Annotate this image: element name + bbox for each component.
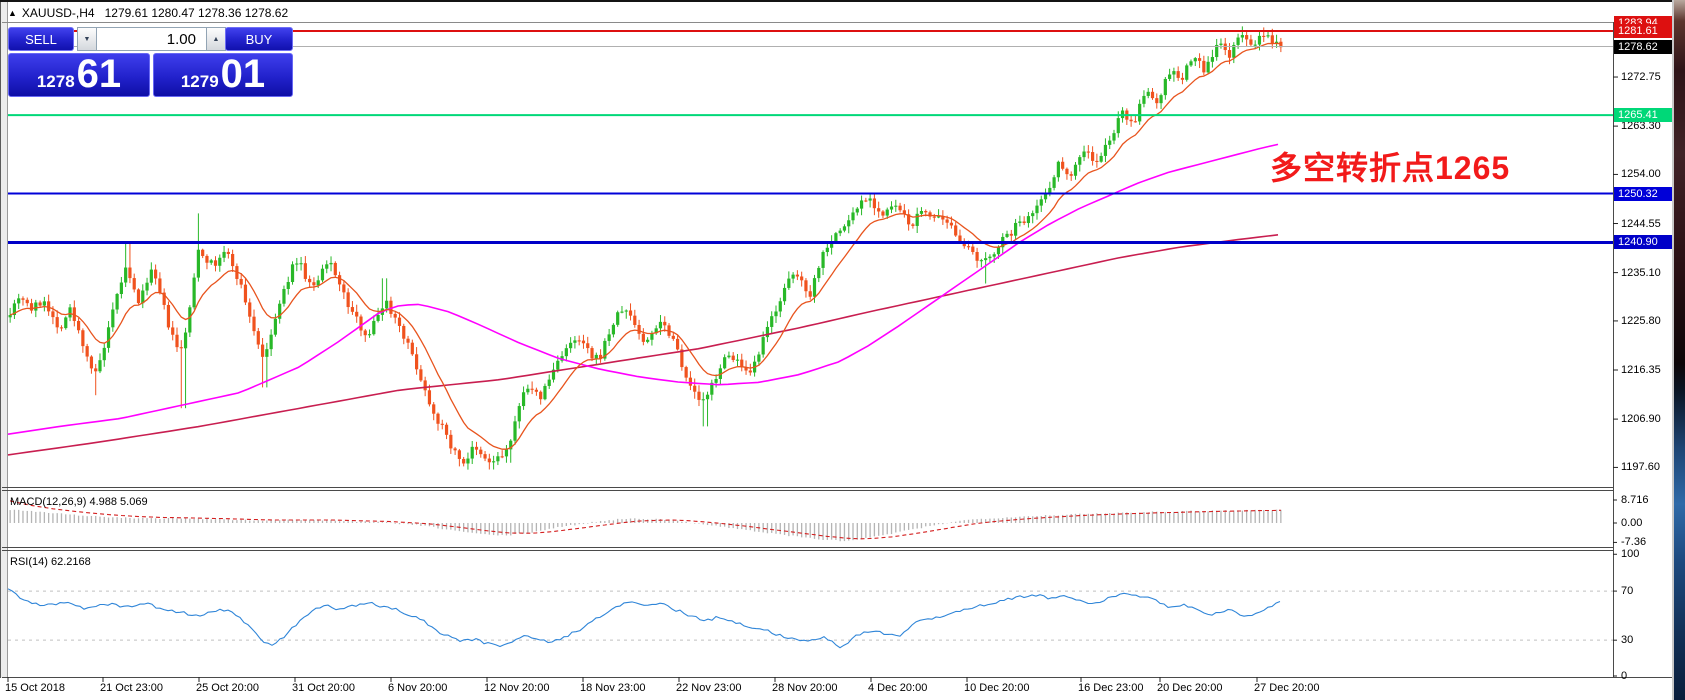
time-tick-label: 6 Nov 20:00 — [388, 682, 448, 694]
scrollbar-edge — [1672, 0, 1674, 700]
price-tick-label: 1206.90 — [1621, 413, 1661, 426]
window-left-border — [0, 2, 8, 678]
vertical-scrollbar[interactable] — [1674, 0, 1685, 700]
rsi-scale-label: 0 — [1621, 670, 1628, 682]
macd-indicator-label: MACD(12,26,9) 4.988 5.069 — [10, 496, 148, 508]
price-axis[interactable]: 1272.75 1263.30 1254.00 1244.55 1235.10 1225.… — [1614, 0, 1685, 700]
chart-text-annotation[interactable]: 多空转折点1265 — [1270, 150, 1511, 186]
buy-button[interactable]: BUY — [225, 27, 293, 51]
rsi-scale-label: 70 — [1621, 585, 1634, 598]
chart-frame — [2, 22, 1672, 682]
rsi-line — [7, 588, 1281, 649]
volume-decrease-button[interactable]: ▼ — [77, 27, 97, 51]
ohlc-values: 1279.61 1280.47 1278.36 1278.62 — [104, 6, 289, 20]
price-tick-label: 1225.80 — [1621, 314, 1661, 327]
time-tick-label: 12 Nov 20:00 — [484, 682, 550, 694]
price-tick-label: 1263.30 — [1621, 120, 1661, 133]
price-tick-label: 1197.60 — [1621, 461, 1660, 474]
price-tick-label: 1244.55 — [1621, 217, 1661, 230]
time-tick-label: 22 Nov 23:00 — [676, 682, 742, 694]
symbol-timeframe-label: XAUUSD-,H4 — [21, 6, 95, 20]
chevron-down-icon: ▼ — [83, 35, 91, 43]
ma-fast-line — [9, 42, 1281, 450]
bid-main-digits: 1278 — [36, 72, 75, 91]
chart-header: ▲ XAUUSD-,H4 1279.61 1280.47 1278.36 1278.… — [8, 6, 288, 20]
sell-button[interactable]: SELL — [8, 27, 74, 51]
macd-scale-label: 8.716 — [1621, 494, 1649, 506]
price-tick-label: 1235.10 — [1621, 266, 1661, 279]
volume-input[interactable] — [97, 27, 206, 51]
time-tick-label: 15 Oct 2018 — [5, 682, 65, 694]
price-tick-label: 1272.75 — [1621, 71, 1661, 84]
ask-main-digits: 1279 — [180, 72, 219, 91]
ma-mid-line — [7, 143, 1279, 435]
time-tick-label: 31 Oct 20:00 — [292, 682, 355, 694]
rsi-indicator-label: RSI(14) 62.2168 — [10, 556, 91, 568]
bid-pip-digits: 61 — [76, 53, 122, 96]
macd-signal-line — [9, 500, 1281, 540]
price-tick-label: 1216.35 — [1621, 364, 1661, 376]
time-tick-label: 21 Oct 23:00 — [100, 682, 163, 694]
one-click-trade-panel: SELL ▼ ▲ BUY 127861 127901 — [8, 27, 293, 97]
chevron-up-icon: ▲ — [212, 35, 220, 43]
time-tick-label: 16 Dec 23:00 — [1078, 682, 1144, 694]
price-marker-label: 1250.32 — [1614, 186, 1673, 201]
time-tick-label: 28 Nov 20:00 — [772, 682, 838, 694]
bid-price-box[interactable]: 127861 — [8, 53, 150, 97]
time-tick-label: 20 Dec 20:00 — [1157, 682, 1223, 694]
price-tick-label: 1254.00 — [1621, 168, 1661, 181]
time-tick-label: 4 Dec 20:00 — [868, 682, 928, 694]
ask-pip-digits: 01 — [220, 53, 266, 96]
price-marker-label: 1240.90 — [1614, 235, 1673, 250]
time-tick-label: 10 Dec 20:00 — [964, 682, 1030, 694]
price-marker-label: 1265.41 — [1614, 108, 1673, 123]
price-marker-label: 1281.61 — [1614, 24, 1673, 38]
macd-scale-label: -7.36 — [1621, 536, 1647, 549]
time-tick-label: 27 Dec 20:00 — [1254, 682, 1320, 694]
window-top-border — [0, 0, 1685, 2]
macd-scale-label: 0.00 — [1621, 517, 1643, 529]
price-marker-label: 1278.62 — [1614, 39, 1673, 54]
time-tick-label: 25 Oct 20:00 — [196, 682, 259, 694]
ma-slow-line — [7, 234, 1279, 456]
time-tick-label: 18 Nov 23:00 — [580, 682, 646, 694]
rsi-scale-label: 30 — [1621, 634, 1634, 647]
candles-layer[interactable] — [8, 26, 1283, 470]
rsi-scale-label: 100 — [1621, 548, 1640, 561]
ask-price-box[interactable]: 127901 — [153, 53, 293, 97]
collapse-panel-icon[interactable]: ▲ — [8, 8, 17, 18]
volume-increase-button[interactable]: ▲ — [206, 27, 226, 51]
